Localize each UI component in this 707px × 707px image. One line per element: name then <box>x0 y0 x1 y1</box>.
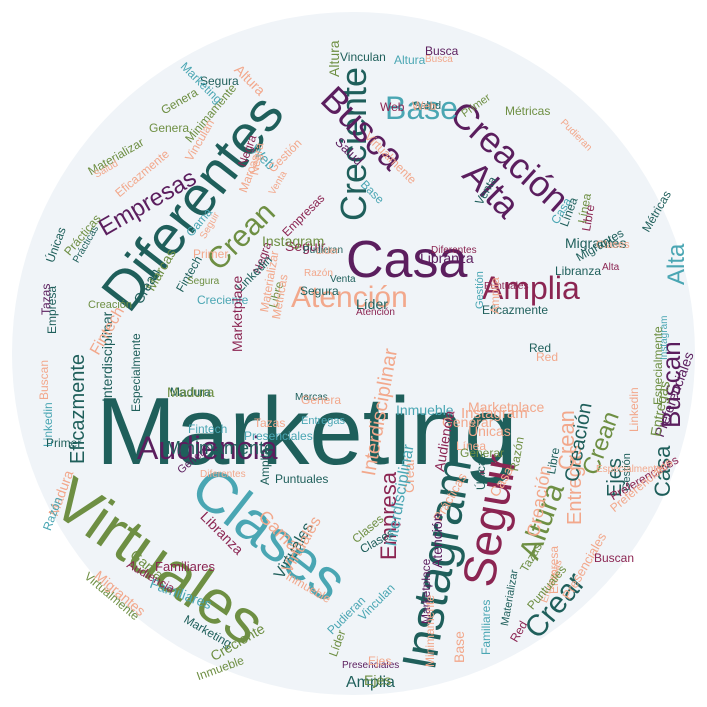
word-vinculan: Vinculan <box>340 50 386 64</box>
word-empresa: Empresa <box>45 285 59 334</box>
word-madura: Madura <box>170 385 211 399</box>
word-linea: Línea <box>456 439 487 453</box>
word-creacion: Creación <box>88 299 133 311</box>
word-entregas: Entregas <box>301 415 346 427</box>
word-genera: Genera <box>301 393 342 407</box>
word-diferentes: Diferentes <box>200 469 246 480</box>
word-segura: Segura <box>187 276 220 287</box>
word-creciente: Creciente <box>197 293 249 307</box>
word-altura: Altura <box>326 40 342 77</box>
word-unicas: Únicas <box>468 423 511 439</box>
word-audiencia: Audiencia <box>137 430 278 466</box>
word-buscan: Buscan <box>594 551 635 565</box>
word-base: Base <box>451 631 467 663</box>
word-red: Red <box>529 341 552 355</box>
word-venta: Venta <box>330 274 356 285</box>
word-eficazmente: Eficazmente <box>482 303 549 317</box>
word-altura: Altura <box>394 53 426 67</box>
word-marketing: Marketing <box>96 378 518 485</box>
word-presenciales: Presenciales <box>244 429 313 443</box>
word-fintech: Fintech <box>188 422 228 436</box>
word-busca: Busca <box>425 54 453 65</box>
word-generar: Generar <box>442 414 494 430</box>
word-puntuales: Puntuales <box>484 281 529 292</box>
word-lider: Líder <box>356 296 388 312</box>
word-marcas: Marcas <box>295 392 328 403</box>
word-genera: Genera <box>149 121 190 135</box>
word-amplia: Amplia <box>488 277 502 314</box>
word-segura: Segura <box>200 74 239 88</box>
word-busca: Busca <box>425 44 459 58</box>
word-inmueble: Inmueble <box>396 402 454 418</box>
word-minimamente: Minimamente <box>166 438 275 458</box>
word-atencion: Atención <box>356 307 395 318</box>
word-libranza: Libranza <box>420 250 474 266</box>
word-web: Web <box>412 99 437 113</box>
word-generar: Generar <box>460 446 505 460</box>
word-linkedin: Linkedin <box>627 387 641 432</box>
word-madura: Madura <box>167 384 215 400</box>
word-amplia: Amplia <box>346 674 395 691</box>
word-ejes: Ejes <box>364 672 392 688</box>
word-familiares: Familiares <box>155 559 215 574</box>
word-especialmente: Especialmente <box>596 464 662 475</box>
word-seguir: Seguir <box>285 238 326 254</box>
word-instagram: Instagram <box>262 233 325 249</box>
word-presenciales: Presenciales <box>342 660 400 671</box>
word-marketplace: Marketplace <box>229 275 245 352</box>
word-razon: Razón <box>304 268 333 279</box>
word-salud: Salud <box>413 100 442 112</box>
word-web: Web <box>380 100 405 114</box>
word-instagram: Instagram <box>659 315 670 360</box>
word-ejes: Ejes <box>368 654 392 668</box>
word-segura: Segura <box>300 284 339 298</box>
cloud-background-circle <box>12 12 695 695</box>
word-diferentes: Diferentes <box>431 245 477 256</box>
word-especialmente: Especialmente <box>129 333 143 412</box>
word-base: Base <box>385 90 458 126</box>
word-atencion: Atención <box>429 513 445 568</box>
word-amplia: Amplia <box>482 270 580 306</box>
word-clases: Clases <box>596 239 630 251</box>
word-pudieran: Pudieran <box>303 245 344 256</box>
word-migrantes: Migrantes <box>565 235 627 251</box>
word-minimamente: Minimamente <box>423 594 437 667</box>
word-instagram: Instagram <box>461 405 528 422</box>
word-metricas: Métricas <box>505 104 551 118</box>
word-puntuales: Puntuales <box>275 472 329 486</box>
word-libranza: Libranza <box>555 264 602 278</box>
word-buscan: Buscan <box>37 359 51 400</box>
word-alta: Alta <box>602 262 620 273</box>
word-atencion: Atención <box>291 281 408 314</box>
word-primer: Primer <box>46 436 82 450</box>
word-tazas: Tazas <box>254 416 286 430</box>
word-primer: Primer <box>193 247 229 261</box>
word-familiares: Familiares <box>479 599 493 655</box>
word-red: Red <box>536 350 559 364</box>
word-casa: Casa <box>346 231 468 289</box>
word-alta: Alta <box>663 243 690 285</box>
word-lider: Líder <box>316 246 339 257</box>
word-marketplace: Marketplace <box>468 399 545 415</box>
